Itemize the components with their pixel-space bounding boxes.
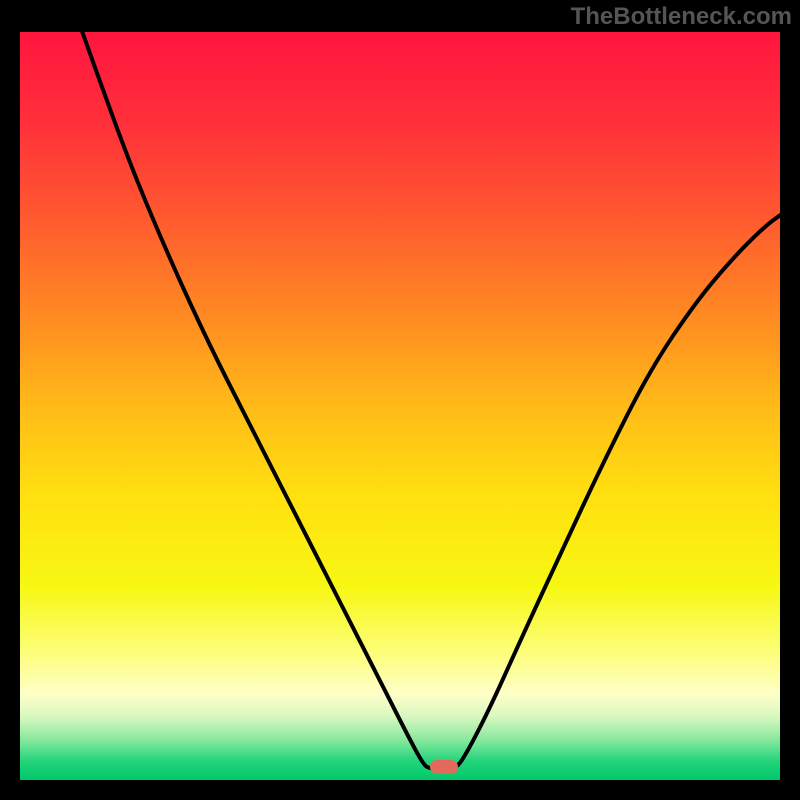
watermark-text: TheBottleneck.com — [571, 3, 792, 31]
chart-container: TheBottleneck.com — [0, 0, 800, 800]
plot-area — [20, 32, 780, 780]
bottleneck-curve — [20, 32, 780, 780]
optimum-marker — [430, 760, 458, 774]
